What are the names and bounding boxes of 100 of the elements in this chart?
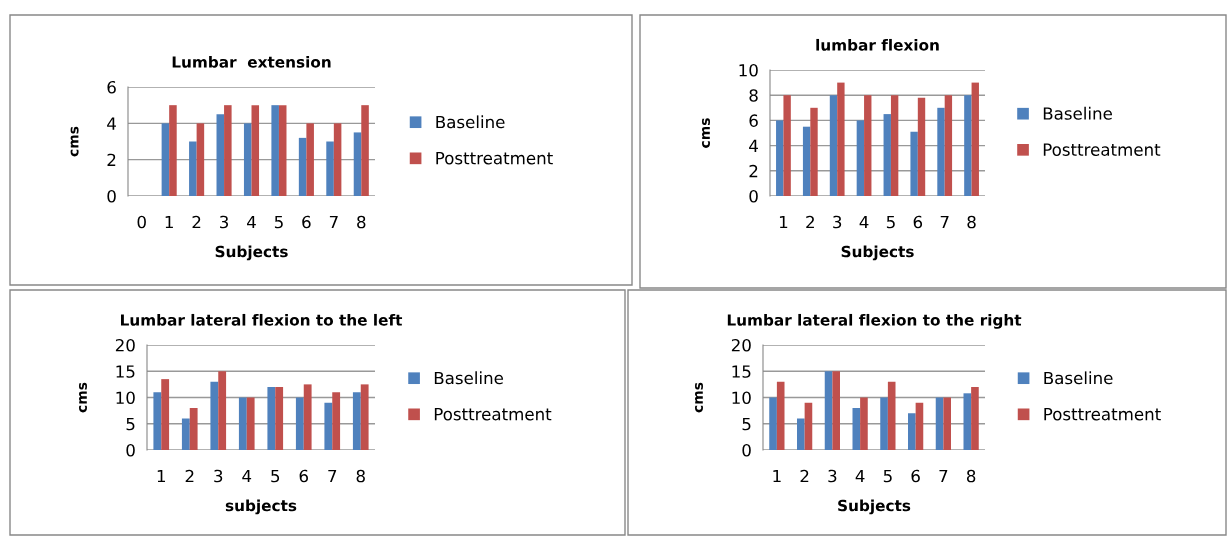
bar — [910, 131, 918, 196]
x-tick-label: 3 — [220, 215, 229, 229]
x-tick-label: 7 — [939, 469, 948, 483]
legend-label: Baseline — [436, 115, 505, 129]
bar — [238, 397, 247, 450]
y-tick-label: 0 — [107, 189, 116, 203]
x-tick-label: 7 — [329, 215, 338, 229]
bar — [161, 123, 170, 196]
x-tick-label: 8 — [357, 215, 366, 229]
chart-title: Lumbar extension — [172, 55, 331, 68]
bar — [837, 82, 845, 196]
x-axis-title: Subjects — [841, 245, 914, 261]
bar — [832, 371, 841, 450]
y-tick-label: 2 — [107, 153, 116, 166]
y-tick-label: 5 — [742, 417, 751, 431]
bar — [852, 408, 861, 450]
x-tick-label: 4 — [247, 215, 256, 229]
x-tick-label: 4 — [859, 215, 869, 229]
x-tick-label: 6 — [299, 469, 308, 483]
bar — [210, 381, 219, 450]
bar — [783, 95, 791, 196]
bar — [810, 107, 818, 196]
y-tick-label: 6 — [107, 80, 116, 94]
x-tick-label: 2 — [800, 469, 809, 483]
bar — [333, 123, 342, 196]
bar — [944, 95, 953, 196]
bar — [271, 105, 279, 196]
bar — [196, 123, 205, 196]
chart-title: lumbar flexion — [816, 38, 939, 51]
y-tick-label: 0 — [749, 189, 758, 203]
bar — [802, 126, 811, 196]
bar — [796, 418, 805, 450]
legend-label: Posttreatment — [1044, 408, 1161, 421]
bar — [361, 105, 369, 196]
bar — [963, 393, 972, 450]
y-tick-label: 10 — [732, 391, 751, 405]
x-tick-label: 6 — [911, 469, 920, 483]
legend-label: Posttreatment — [436, 152, 553, 165]
bar — [153, 392, 162, 450]
bar — [267, 387, 276, 450]
bar — [887, 381, 896, 450]
x-axis-title: Subjects — [215, 245, 288, 261]
bar — [295, 397, 304, 450]
y-tick-label: 5 — [126, 417, 135, 431]
bar — [971, 387, 979, 450]
bar — [917, 97, 926, 196]
x-tick-label: 0 — [137, 215, 146, 229]
x-tick-label: 1 — [157, 469, 166, 483]
legend-label: Posttreatment — [434, 408, 552, 421]
y-tick-label: 20 — [731, 338, 751, 352]
x-tick-label: 7 — [940, 215, 949, 229]
y-tick-label: 4 — [107, 117, 116, 130]
x-tick-label: 6 — [302, 215, 311, 229]
x-tick-label: 5 — [271, 469, 280, 483]
x-tick-label: 4 — [855, 469, 865, 483]
x-tick-label: 1 — [773, 469, 781, 483]
bar — [804, 402, 813, 450]
bar — [181, 418, 190, 450]
bar — [326, 141, 334, 196]
y-tick-label: 15 — [732, 365, 751, 378]
bar — [935, 397, 944, 450]
legend-label: Baseline — [434, 371, 504, 385]
bar — [943, 397, 952, 450]
bar — [971, 82, 979, 196]
y-tick-label: 2 — [749, 164, 758, 178]
bar — [829, 95, 838, 196]
x-tick-label: 5 — [886, 215, 895, 229]
x-tick-label: 5 — [883, 469, 892, 483]
bar — [937, 107, 945, 196]
legend-label: Baseline — [1044, 371, 1113, 385]
bar — [303, 384, 312, 450]
bar — [306, 123, 314, 196]
bar — [880, 397, 888, 450]
x-tick-label: 6 — [913, 215, 923, 229]
x-tick-label: 7 — [328, 469, 337, 483]
legend-label: Posttreatment — [1043, 143, 1161, 156]
bar — [275, 387, 284, 450]
bar — [216, 114, 225, 196]
bar — [352, 392, 361, 450]
bar — [218, 371, 227, 450]
bar — [856, 120, 865, 196]
bar — [776, 120, 784, 196]
x-tick-label: 1 — [165, 215, 173, 229]
bar — [246, 397, 255, 450]
x-tick-label: 3 — [214, 469, 223, 483]
x-tick-label: 8 — [966, 469, 976, 483]
chart-title: Lumbar lateral flexion to the left — [121, 313, 403, 326]
y-axis-title: cms — [70, 126, 79, 157]
x-tick-label: 1 — [779, 215, 788, 229]
y-tick-label: 15 — [116, 365, 135, 378]
y-tick-label: 10 — [116, 391, 135, 405]
chart-title: Lumbar lateral flexion to the right — [727, 313, 1022, 329]
y-tick-label: 10 — [739, 63, 758, 77]
y-axis-title: cms — [702, 118, 710, 148]
bar — [298, 137, 307, 196]
bar — [278, 105, 287, 196]
y-tick-label: 20 — [115, 338, 135, 352]
bar — [161, 379, 170, 450]
x-tick-label: 8 — [356, 469, 365, 483]
bar — [776, 381, 785, 450]
